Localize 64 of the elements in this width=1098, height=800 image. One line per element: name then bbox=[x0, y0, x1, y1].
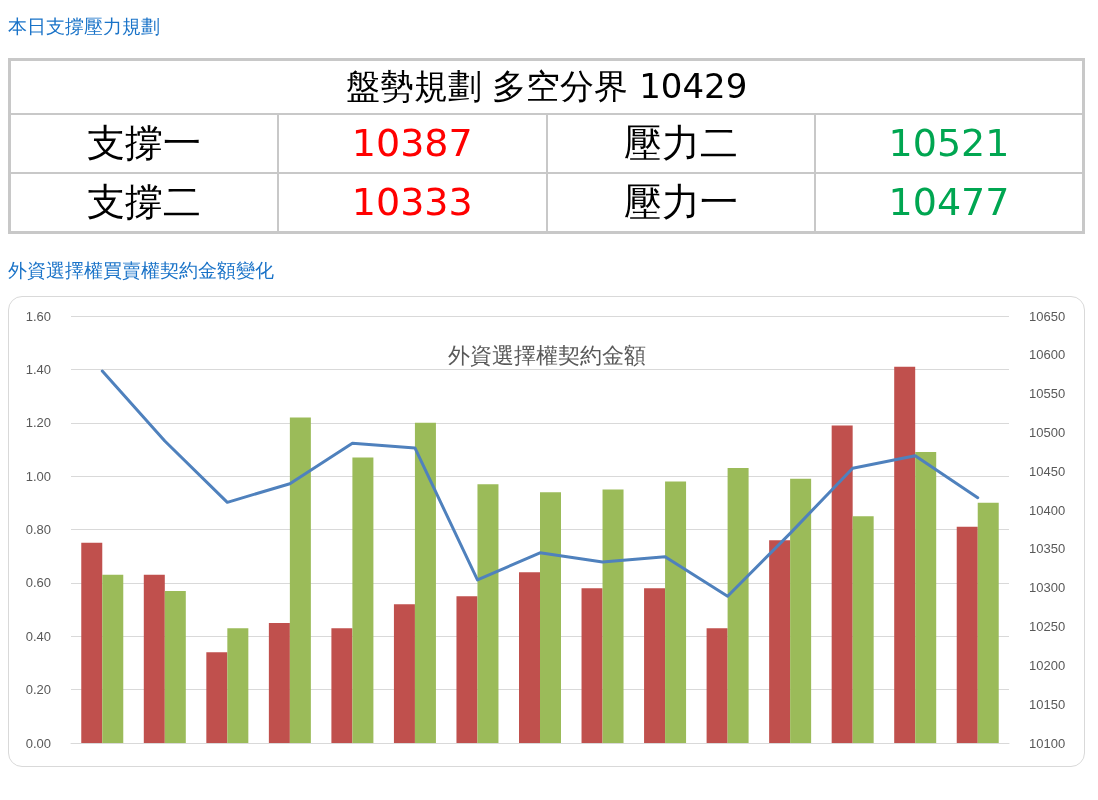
bar bbox=[706, 628, 728, 743]
text: 本日支撐壓力規劃 bbox=[8, 14, 160, 39]
bar bbox=[393, 604, 415, 743]
text: 支撐一 bbox=[9, 113, 278, 173]
bar bbox=[331, 628, 353, 743]
bar bbox=[727, 468, 749, 743]
y-tick-label: 1.60 bbox=[25, 308, 51, 324]
y-tick-label: 1.00 bbox=[25, 468, 51, 484]
y-tick-label: 1.20 bbox=[25, 415, 51, 431]
y2-tick-label: 10500 bbox=[1029, 424, 1066, 440]
text: 盤勢規劃 多空分界 10429 bbox=[9, 59, 1084, 114]
bar bbox=[352, 457, 374, 743]
bar bbox=[227, 628, 249, 743]
text: 10387 bbox=[278, 113, 547, 173]
bar bbox=[602, 489, 624, 743]
bar bbox=[665, 481, 687, 743]
y-tick-label: 0.20 bbox=[25, 682, 51, 698]
bar bbox=[206, 652, 228, 743]
text: 10333 bbox=[278, 172, 547, 233]
bar bbox=[581, 588, 603, 743]
y-tick-label: 0.00 bbox=[25, 735, 51, 751]
y2-tick-label: 10200 bbox=[1029, 657, 1066, 673]
text: 外資選擇權契約金額 bbox=[447, 342, 646, 368]
bar bbox=[831, 425, 853, 743]
text: 壓力一 bbox=[546, 172, 815, 233]
bar bbox=[540, 492, 561, 743]
y2-tick-label: 10650 bbox=[1029, 308, 1066, 324]
bar bbox=[956, 526, 978, 743]
y2-tick-label: 10400 bbox=[1029, 502, 1066, 518]
bar bbox=[644, 588, 666, 743]
bar bbox=[268, 622, 290, 743]
y2-tick-label: 10600 bbox=[1029, 347, 1066, 363]
y2-tick-label: 10350 bbox=[1029, 541, 1066, 557]
bar bbox=[289, 417, 311, 743]
bar bbox=[852, 516, 874, 743]
y2-tick-label: 10250 bbox=[1029, 619, 1066, 635]
bar bbox=[477, 484, 499, 743]
bar bbox=[915, 452, 937, 743]
bar bbox=[769, 540, 791, 743]
text: 支撐二 bbox=[9, 172, 278, 233]
y2-tick-label: 10300 bbox=[1029, 580, 1066, 596]
y2-tick-label: 10450 bbox=[1029, 463, 1066, 479]
bar bbox=[102, 574, 124, 743]
bar bbox=[164, 590, 186, 743]
bar bbox=[977, 502, 999, 743]
text: 10477 bbox=[815, 172, 1084, 233]
y-tick-label: 0.40 bbox=[25, 628, 51, 644]
y-tick-label: 0.60 bbox=[25, 575, 51, 591]
chart-subtitle: 外資選擇權買賣權契約金額變化 bbox=[8, 258, 274, 283]
bar bbox=[894, 366, 916, 743]
bar bbox=[143, 574, 165, 743]
bar bbox=[519, 572, 540, 743]
bar bbox=[81, 542, 103, 743]
y-tick-label: 0.80 bbox=[25, 522, 51, 537]
bar bbox=[414, 422, 436, 743]
bar bbox=[456, 596, 478, 743]
y2-tick-label: 10100 bbox=[1029, 735, 1066, 751]
y-tick-label: 1.40 bbox=[25, 361, 51, 377]
y2-tick-label: 10550 bbox=[1029, 386, 1066, 402]
text: 壓力二 bbox=[546, 113, 815, 173]
line-series bbox=[100, 369, 980, 598]
text: 10521 bbox=[815, 113, 1084, 173]
y2-tick-label: 10150 bbox=[1029, 696, 1066, 712]
bar bbox=[790, 478, 812, 743]
